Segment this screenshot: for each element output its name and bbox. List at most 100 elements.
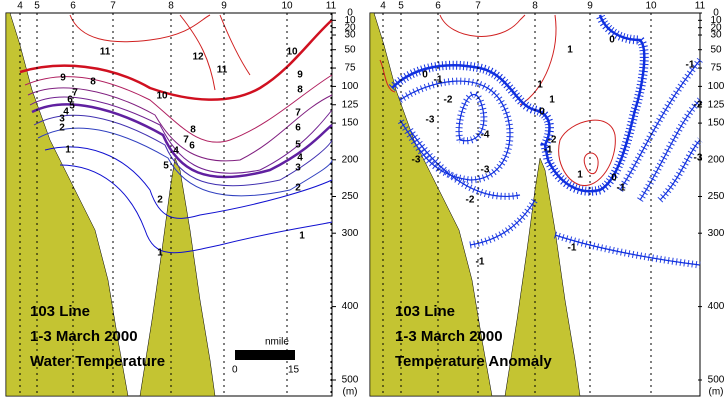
depth-tick-label: 400	[342, 301, 359, 312]
contour-label: 7	[72, 88, 78, 99]
station-label: 7	[475, 1, 481, 12]
seamount	[504, 157, 581, 397]
contour-label: -2	[548, 135, 557, 146]
station-label: 9	[587, 1, 593, 12]
depth-tick-label: 50	[710, 44, 722, 55]
contours	[19, 14, 333, 254]
scale-unit: nmile	[265, 337, 289, 348]
contour-label: 11	[100, 47, 111, 58]
contour-label: -1	[544, 145, 553, 156]
contour-label: 0	[609, 35, 615, 46]
contour-label: 2	[157, 195, 163, 206]
depth-tick-label: 10	[710, 15, 722, 26]
contour-label: -3	[481, 165, 490, 176]
panel-title: 1-3 March 2000	[395, 328, 503, 345]
contours	[379, 13, 703, 269]
contour-label: 8	[90, 77, 96, 88]
depth-tick-label: 250	[342, 191, 359, 202]
depth-tick-label: 125	[708, 99, 725, 110]
contour-label: 2	[59, 123, 65, 134]
station-label: 9	[221, 1, 227, 12]
contour-label: 9	[297, 70, 303, 81]
depth-tick-label: 125	[342, 99, 359, 110]
left-panel: nmile 0 15	[5, 12, 333, 397]
contour-label: 2	[295, 183, 301, 194]
panel-title: Temperature Anomaly	[395, 353, 552, 370]
seamount	[139, 157, 216, 397]
contour-label: -2	[444, 95, 453, 106]
contour-label: 1	[567, 45, 573, 56]
depth-tick-label: 20	[344, 22, 356, 33]
depth-tick-label: 250	[708, 191, 725, 202]
contour-label: 5	[163, 161, 169, 172]
depth-tick-label: 400	[708, 301, 725, 312]
depth-tick-label: 10	[344, 15, 356, 26]
depth-tick-label: 50	[344, 44, 356, 55]
depth-tick-label: 150	[342, 118, 359, 129]
contour-label: 0	[422, 70, 428, 81]
depth-tick-label: 300	[708, 228, 725, 239]
depth-tick-label: 200	[708, 154, 725, 165]
station-label: 11	[695, 1, 706, 12]
depth-tick-label: 30	[344, 30, 356, 41]
panel-title: 103 Line	[30, 303, 90, 320]
station-label: 8	[532, 1, 538, 12]
contour-label: 8	[297, 85, 303, 96]
contour-label: -1	[617, 183, 626, 194]
contour-label: 8	[190, 125, 196, 136]
station-label: 10	[281, 1, 293, 12]
contour-label: 4	[63, 107, 69, 118]
contour-label: -3	[412, 155, 421, 166]
contour-label: 5	[69, 101, 75, 112]
station-label: 7	[110, 1, 116, 12]
contour-label: -3	[426, 115, 435, 126]
depth-tick-label: 0	[347, 8, 353, 19]
depth-tick-label: 75	[344, 63, 356, 74]
contour-label: 4	[173, 146, 179, 157]
contour-label: 1	[537, 80, 543, 91]
contour-label: 11	[217, 65, 228, 76]
contour-label: 3	[295, 163, 301, 174]
depth-tick-label: 0	[713, 8, 719, 19]
contour-label: -4	[481, 130, 490, 141]
station-label: 11	[326, 1, 337, 12]
station-label: 10	[645, 1, 657, 12]
contour-label: -1	[476, 257, 485, 268]
depth-tick-label: 30	[710, 30, 722, 41]
depth-tick-label: 75	[710, 63, 722, 74]
depth-tick-label: 100	[708, 81, 725, 92]
contour-label: 1	[299, 231, 305, 242]
contour-label: 0	[611, 173, 617, 184]
contour-label: 4	[297, 153, 303, 164]
station-label: 4	[17, 1, 23, 12]
station-label: 6	[435, 1, 441, 12]
contour-label: 1	[549, 95, 555, 106]
depth-tick-label: 500	[342, 375, 359, 386]
scale-bar	[235, 350, 295, 360]
panel-title: 1-3 March 2000	[30, 328, 138, 345]
contour-label: -2	[694, 100, 703, 111]
depth-tick-label: 300	[342, 228, 359, 239]
contour-label: 7	[295, 108, 301, 119]
contour-label: 10	[156, 91, 168, 102]
contour-label: 6	[189, 141, 195, 152]
contour-label: 3	[59, 114, 65, 125]
depth-tick-label: 100	[342, 81, 359, 92]
station-label: 8	[168, 1, 174, 12]
contour-label: 9	[60, 73, 66, 84]
contour-label: 1	[157, 248, 163, 259]
scale-start: 0	[232, 365, 238, 376]
contour-label: -1	[568, 243, 577, 254]
depth-tick-label: 150	[708, 118, 725, 129]
contour-label: 1	[65, 145, 71, 156]
station-label: 5	[34, 1, 40, 12]
contour-label: 10	[286, 47, 298, 58]
contour-label: 12	[192, 52, 204, 63]
contour-label: -1	[686, 60, 695, 71]
depth-unit: (m)	[709, 387, 724, 398]
scale-end: 15	[288, 365, 300, 376]
station-label: 6	[70, 1, 76, 12]
contour-label: 7	[183, 135, 189, 146]
depth-unit: (m)	[343, 387, 358, 398]
